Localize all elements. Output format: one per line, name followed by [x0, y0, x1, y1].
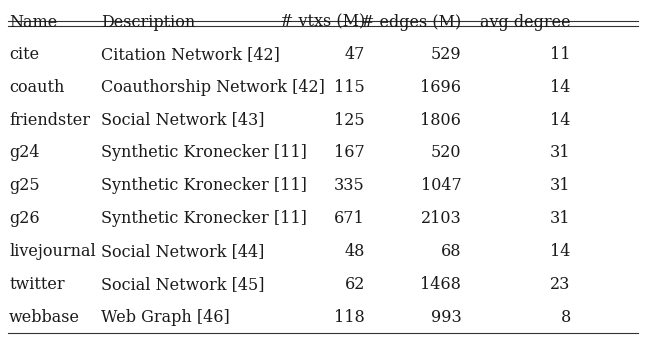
- Text: Social Network [45]: Social Network [45]: [101, 276, 265, 293]
- Text: 14: 14: [550, 111, 570, 129]
- Text: 529: 529: [431, 46, 461, 63]
- Text: coauth: coauth: [9, 79, 65, 96]
- Text: 1696: 1696: [421, 79, 461, 96]
- Text: 14: 14: [550, 243, 570, 260]
- Text: cite: cite: [9, 46, 39, 63]
- Text: Coauthorship Network [42]: Coauthorship Network [42]: [101, 79, 325, 96]
- Text: Synthetic Kronecker [11]: Synthetic Kronecker [11]: [101, 177, 307, 195]
- Text: 62: 62: [344, 276, 365, 293]
- Text: g24: g24: [9, 145, 39, 161]
- Text: 1468: 1468: [421, 276, 461, 293]
- Text: 115: 115: [334, 79, 365, 96]
- Text: 993: 993: [430, 309, 461, 326]
- Text: friendster: friendster: [9, 111, 90, 129]
- Text: 68: 68: [441, 243, 461, 260]
- Text: 520: 520: [431, 145, 461, 161]
- Text: Synthetic Kronecker [11]: Synthetic Kronecker [11]: [101, 210, 307, 227]
- Text: Synthetic Kronecker [11]: Synthetic Kronecker [11]: [101, 145, 307, 161]
- Text: 118: 118: [334, 309, 365, 326]
- Text: twitter: twitter: [9, 276, 65, 293]
- Text: 31: 31: [550, 210, 570, 227]
- Text: # vtxs (M): # vtxs (M): [280, 14, 365, 31]
- Text: Description: Description: [101, 14, 195, 31]
- Text: 14: 14: [550, 79, 570, 96]
- Text: # edges (M): # edges (M): [361, 14, 461, 31]
- Text: Social Network [44]: Social Network [44]: [101, 243, 264, 260]
- Text: 1047: 1047: [421, 177, 461, 195]
- Text: 8: 8: [560, 309, 570, 326]
- Text: 1806: 1806: [421, 111, 461, 129]
- Text: 48: 48: [344, 243, 365, 260]
- Text: 125: 125: [334, 111, 365, 129]
- Text: 671: 671: [334, 210, 365, 227]
- Text: 31: 31: [550, 145, 570, 161]
- Text: 31: 31: [550, 177, 570, 195]
- Text: 167: 167: [334, 145, 365, 161]
- Text: avg degree: avg degree: [480, 14, 570, 31]
- Text: 47: 47: [344, 46, 365, 63]
- Text: Citation Network [42]: Citation Network [42]: [101, 46, 280, 63]
- Text: Social Network [43]: Social Network [43]: [101, 111, 265, 129]
- Text: webbase: webbase: [9, 309, 80, 326]
- Text: Web Graph [46]: Web Graph [46]: [101, 309, 230, 326]
- Text: Name: Name: [9, 14, 57, 31]
- Text: 11: 11: [550, 46, 570, 63]
- Text: g25: g25: [9, 177, 40, 195]
- Text: 23: 23: [550, 276, 570, 293]
- Text: 335: 335: [334, 177, 365, 195]
- Text: g26: g26: [9, 210, 40, 227]
- Text: 2103: 2103: [421, 210, 461, 227]
- Text: livejournal: livejournal: [9, 243, 96, 260]
